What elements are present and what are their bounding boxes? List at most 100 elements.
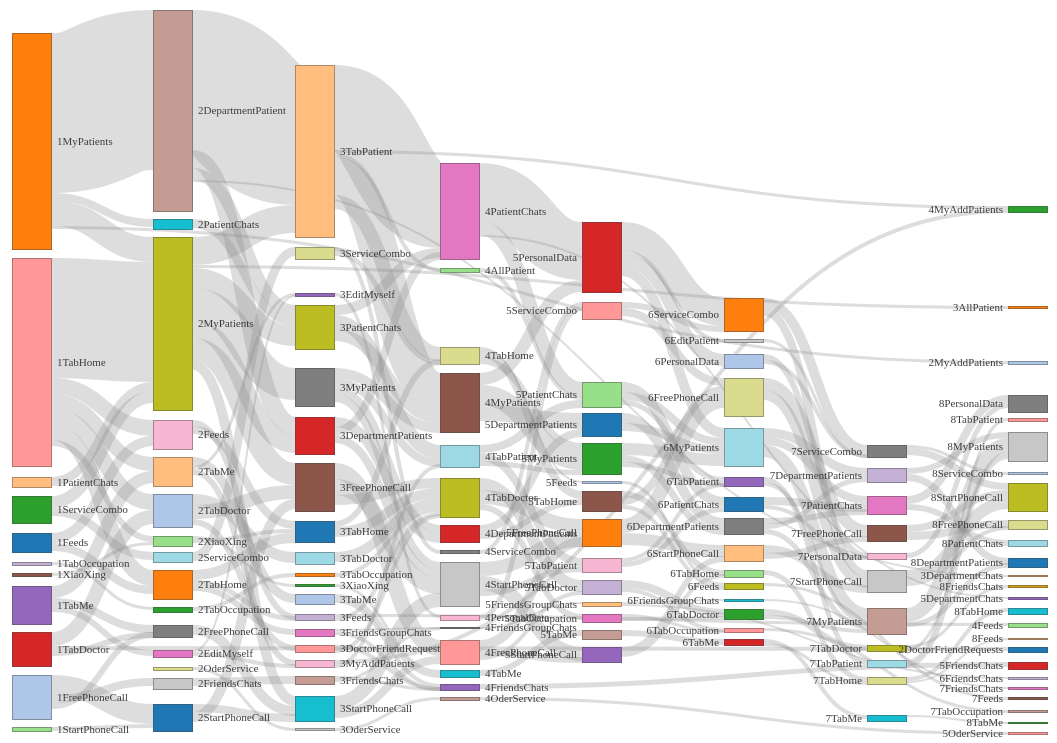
node-1FreePhoneCall[interactable] bbox=[12, 675, 52, 720]
node-6FriendsGroupChats[interactable] bbox=[724, 599, 764, 602]
node-8Feeds[interactable] bbox=[1008, 638, 1048, 640]
node-5DepartmentPatients[interactable] bbox=[582, 413, 622, 437]
node-3TabPatient[interactable] bbox=[295, 65, 335, 238]
node-1XiaoXing[interactable] bbox=[12, 573, 52, 577]
node-8PersonalData[interactable] bbox=[1008, 395, 1048, 413]
node-7PersonalData[interactable] bbox=[867, 553, 907, 560]
node-4MyPatients[interactable] bbox=[440, 373, 480, 433]
node-4StartPhoneCall[interactable] bbox=[440, 562, 480, 607]
node-7PatientChats[interactable] bbox=[867, 496, 907, 515]
node-5StartPhoneCall[interactable] bbox=[582, 647, 622, 663]
node-6TabOccupation[interactable] bbox=[724, 628, 764, 633]
node-2FriendsChats[interactable] bbox=[153, 678, 193, 690]
node-3TabDoctor[interactable] bbox=[295, 552, 335, 565]
node-3XiaoXing[interactable] bbox=[295, 584, 335, 587]
node-2OderService[interactable] bbox=[153, 667, 193, 671]
node-2DoctorFriendRequests[interactable] bbox=[1008, 647, 1048, 653]
node-3PatientChats[interactable] bbox=[295, 305, 335, 350]
node-6Feeds[interactable] bbox=[724, 583, 764, 590]
node-3DepartmentChats[interactable] bbox=[1008, 575, 1048, 577]
node-8ServiceCombo[interactable] bbox=[1008, 472, 1048, 475]
node-4PatientChats[interactable] bbox=[440, 163, 480, 260]
node-1Feeds[interactable] bbox=[12, 533, 52, 553]
node-4OderService[interactable] bbox=[440, 697, 480, 701]
node-3DoctorFriendRequests[interactable] bbox=[295, 645, 335, 653]
node-8FriendsChats[interactable] bbox=[1008, 585, 1048, 588]
node-7DepartmentPatients[interactable] bbox=[867, 468, 907, 483]
node-6StartPhoneCall[interactable] bbox=[724, 545, 764, 562]
node-7StartPhoneCall[interactable] bbox=[867, 570, 907, 593]
node-3TabOccupation[interactable] bbox=[295, 573, 335, 577]
node-7TabMe[interactable] bbox=[867, 715, 907, 722]
node-5FriendsGroupChats[interactable] bbox=[582, 602, 622, 607]
node-5TabDoctor[interactable] bbox=[582, 580, 622, 595]
node-2TabHome[interactable] bbox=[153, 570, 193, 600]
node-8MyPatients[interactable] bbox=[1008, 432, 1048, 462]
node-4AllPatient[interactable] bbox=[440, 268, 480, 273]
node-7Feeds[interactable] bbox=[1008, 697, 1048, 700]
node-5FriendsChats[interactable] bbox=[1008, 662, 1048, 670]
node-3StartPhoneCall[interactable] bbox=[295, 696, 335, 722]
node-5TabHome[interactable] bbox=[582, 491, 622, 512]
node-3FriendsChats[interactable] bbox=[295, 676, 335, 685]
node-2PatientChats[interactable] bbox=[153, 219, 193, 230]
node-3MyAddPatients[interactable] bbox=[295, 660, 335, 668]
node-4TabHome[interactable] bbox=[440, 347, 480, 365]
node-4FriendsGroupChats[interactable] bbox=[440, 627, 480, 629]
node-5Feeds[interactable] bbox=[582, 481, 622, 484]
node-6EditPatient[interactable] bbox=[724, 339, 764, 343]
node-7TabPatient[interactable] bbox=[867, 660, 907, 668]
node-2TabDoctor[interactable] bbox=[153, 494, 193, 528]
node-2EditMyself[interactable] bbox=[153, 650, 193, 658]
node-7FreePhoneCall[interactable] bbox=[867, 525, 907, 542]
node-8DepartmentPatients[interactable] bbox=[1008, 558, 1048, 568]
node-2ServiceCombo[interactable] bbox=[153, 552, 193, 563]
node-5TabMe[interactable] bbox=[582, 630, 622, 640]
node-3TabMe[interactable] bbox=[295, 594, 335, 605]
node-7TabHome[interactable] bbox=[867, 677, 907, 685]
node-6FriendsChats[interactable] bbox=[1008, 677, 1048, 680]
node-2MyPatients[interactable] bbox=[153, 237, 193, 411]
node-2DepartmentPatient[interactable] bbox=[153, 10, 193, 212]
node-1TabHome[interactable] bbox=[12, 258, 52, 467]
node-1TabMe[interactable] bbox=[12, 586, 52, 625]
node-7TabOccupation[interactable] bbox=[1008, 710, 1048, 713]
node-6DepartmentPatients[interactable] bbox=[724, 518, 764, 535]
node-5TabOccupation[interactable] bbox=[582, 614, 622, 623]
node-5FreePhoneCall[interactable] bbox=[582, 519, 622, 547]
node-6TabHome[interactable] bbox=[724, 570, 764, 578]
node-8TabMe[interactable] bbox=[1008, 722, 1048, 724]
node-3TabHome[interactable] bbox=[295, 521, 335, 543]
node-6ServiceCombo[interactable] bbox=[724, 298, 764, 332]
node-1ServiceCombo[interactable] bbox=[12, 496, 52, 524]
node-4MyAddPatients[interactable] bbox=[1008, 206, 1048, 213]
node-2TabOccupation[interactable] bbox=[153, 607, 193, 613]
node-8TabHome[interactable] bbox=[1008, 608, 1048, 615]
node-5OderService[interactable] bbox=[1008, 732, 1048, 735]
node-4PersonalData[interactable] bbox=[440, 615, 480, 621]
node-2FreePhoneCall[interactable] bbox=[153, 625, 193, 638]
node-1MyPatients[interactable] bbox=[12, 33, 52, 250]
node-4TabMe[interactable] bbox=[440, 670, 480, 678]
node-6MyPatients[interactable] bbox=[724, 428, 764, 467]
node-5DepartmentChats[interactable] bbox=[1008, 597, 1048, 600]
node-7TabDoctor[interactable] bbox=[867, 645, 907, 652]
node-1TabDoctor[interactable] bbox=[12, 632, 52, 667]
node-5PatientChats[interactable] bbox=[582, 382, 622, 408]
node-3EditMyself[interactable] bbox=[295, 293, 335, 297]
node-6FreePhoneCall[interactable] bbox=[724, 378, 764, 417]
node-3FreePhoneCall[interactable] bbox=[295, 463, 335, 512]
node-3DepartmentPatients[interactable] bbox=[295, 417, 335, 455]
node-6TabMe[interactable] bbox=[724, 639, 764, 646]
node-1PatientChats[interactable] bbox=[12, 477, 52, 488]
node-4FriendsChats[interactable] bbox=[440, 684, 480, 691]
node-4FreePhoneCall[interactable] bbox=[440, 640, 480, 665]
node-3FriendsGroupChats[interactable] bbox=[295, 629, 335, 637]
node-8StartPhoneCall[interactable] bbox=[1008, 483, 1048, 512]
node-5ServiceCombo[interactable] bbox=[582, 302, 622, 320]
node-4ServiceCombo[interactable] bbox=[440, 550, 480, 554]
node-5TabPatient[interactable] bbox=[582, 558, 622, 573]
node-2XiaoXing[interactable] bbox=[153, 536, 193, 547]
node-2Feeds[interactable] bbox=[153, 420, 193, 450]
node-1TabOccupation[interactable] bbox=[12, 562, 52, 566]
